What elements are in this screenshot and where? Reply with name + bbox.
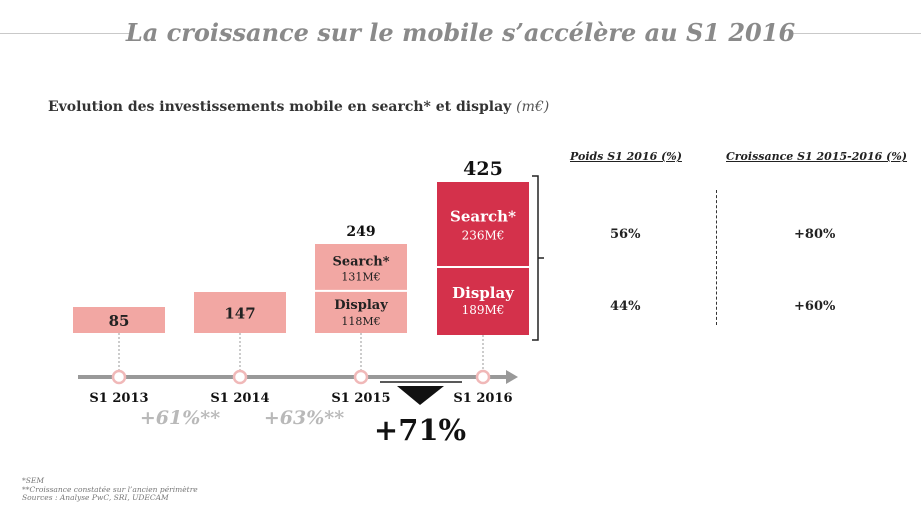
footnote-sources: Sources : Analyse PwC, SRI, UDECAM	[22, 493, 169, 502]
footnote-sem: *SEM	[22, 476, 45, 485]
footnote-perimetre: **Croissance constatée sur l’ancien péri…	[22, 484, 198, 494]
bar-segment-display	[437, 266, 529, 335]
axis-marker	[232, 369, 248, 385]
bar-value-label: 147	[224, 305, 255, 323]
growth-label-2014: +61%**	[140, 407, 220, 429]
axis-marker	[111, 369, 127, 385]
croissance-display: +60%	[794, 299, 836, 314]
growth-label-2015: +63%**	[264, 407, 344, 429]
x-tick-label: S1 2015	[331, 391, 390, 406]
croissance-search: +80%	[794, 227, 836, 242]
table-header-croissance: Croissance S1 2015-2016 (%)	[726, 150, 908, 163]
poids-search: 56%	[610, 227, 641, 242]
bar-segment-search	[315, 244, 407, 291]
table-divider	[716, 190, 717, 325]
page-title: La croissance sur le mobile s’accélère a…	[125, 18, 796, 47]
title-rule-right	[790, 33, 921, 34]
display-value-label: 189M€	[462, 303, 505, 317]
bar-value-label: 85	[109, 312, 130, 330]
table-header-poids: Poids S1 2016 (%)	[570, 150, 682, 163]
bar-total	[73, 307, 165, 333]
bar-total-label: 249	[346, 224, 375, 240]
search-series-label: Search*	[450, 207, 516, 225]
footnotes: *SEM **Croissance constatée sur l’ancien…	[22, 476, 198, 503]
bar-total-label: 425	[463, 158, 503, 180]
display-series-label: Display	[452, 284, 515, 302]
x-tick-label: S1 2016	[453, 391, 512, 406]
x-tick-label: S1 2014	[210, 391, 269, 406]
search-value-label: 131M€	[341, 270, 380, 283]
display-series-label: Display	[334, 298, 388, 313]
search-value-label: 236M€	[462, 228, 505, 242]
subtitle-text: Evolution des investissements mobile en …	[48, 99, 512, 115]
bar-total	[194, 292, 286, 333]
poids-display: 44%	[610, 299, 641, 314]
axis-marker	[353, 369, 369, 385]
headline-growth-label: +71%	[374, 413, 466, 447]
chart-subtitle: Evolution des investissements mobile en …	[48, 99, 549, 115]
x-axis-arrow	[506, 370, 518, 384]
bar-segment-search	[437, 182, 529, 267]
subtitle-unit: (m€)	[516, 99, 550, 115]
display-value-label: 118M€	[341, 315, 380, 328]
search-series-label: Search*	[332, 254, 389, 269]
bar-bracket	[532, 175, 544, 341]
bar-segment-display	[315, 290, 407, 333]
axis-marker	[475, 369, 491, 385]
title-rule-left	[0, 33, 130, 34]
headline-growth-triangle	[397, 386, 444, 405]
x-tick-label: S1 2013	[89, 391, 148, 406]
